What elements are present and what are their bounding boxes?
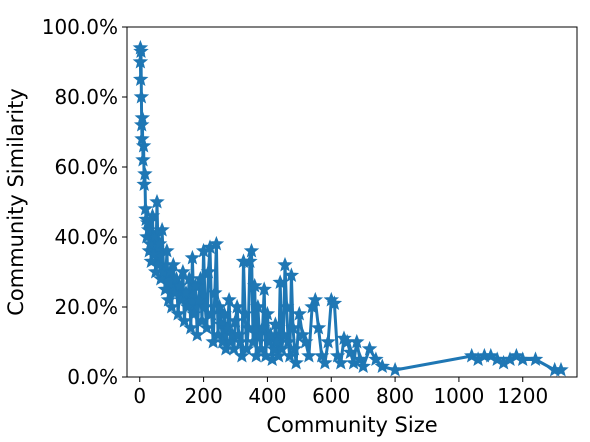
y-tick-label: 60.0% <box>54 155 118 179</box>
x-tick-label: 800 <box>376 384 414 408</box>
y-tick-label: 80.0% <box>54 85 118 109</box>
plot-frame <box>126 26 578 378</box>
y-axis-label: Community Similarity <box>4 88 28 316</box>
x-axis-label: Community Size <box>266 413 437 437</box>
y-tick-label: 40.0% <box>54 225 118 249</box>
x-tick-label: 1200 <box>497 384 548 408</box>
x-tick-label: 1000 <box>433 384 484 408</box>
y-tick-label: 20.0% <box>54 295 118 319</box>
series-layer <box>133 40 569 377</box>
x-tick-label: 600 <box>312 384 350 408</box>
x-tick-label: 400 <box>248 384 286 408</box>
y-axis: 0.0% 20.0% 40.0% 60.0% 80.0% 100.0% <box>42 15 127 389</box>
plot-area <box>127 27 577 377</box>
y-tick-label: 0.0% <box>67 365 118 389</box>
x-axis: 0 200 400 600 800 1000 1200 <box>133 377 548 408</box>
x-tick-label: 200 <box>185 384 223 408</box>
y-tick-label: 100.0% <box>42 15 118 39</box>
x-tick-label: 0 <box>133 384 146 408</box>
